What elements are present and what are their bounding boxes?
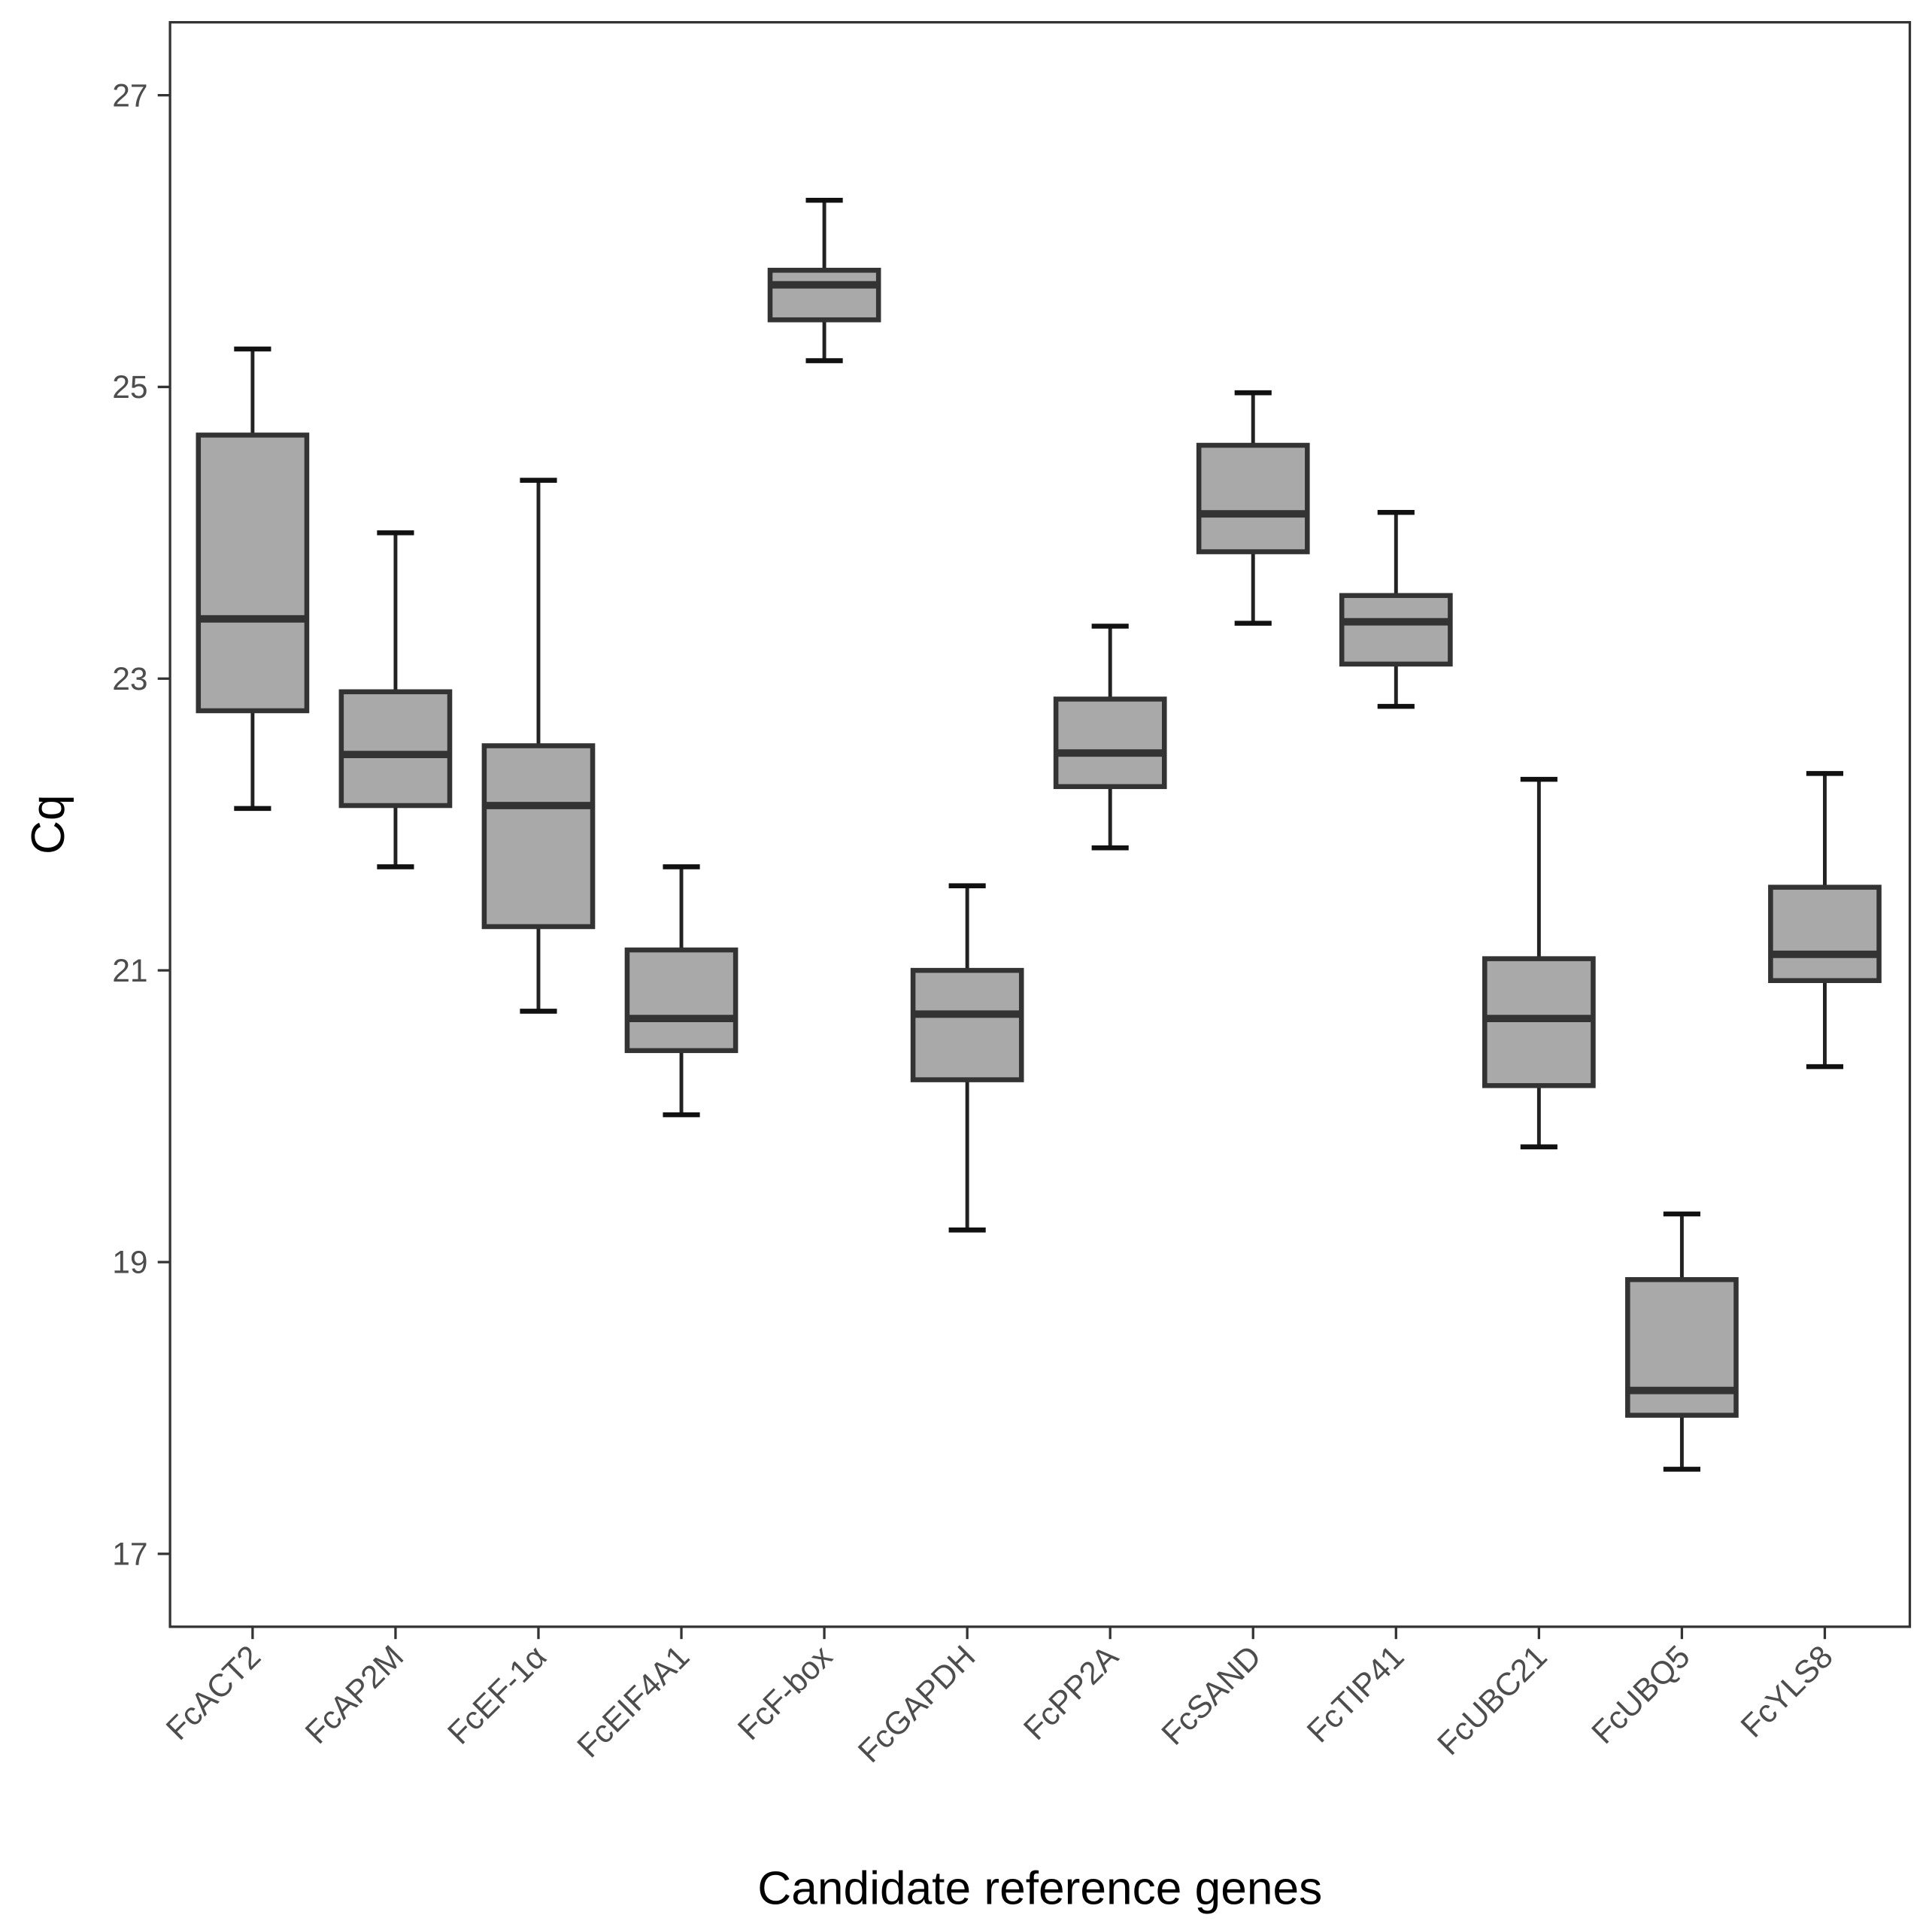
x-tick-label: FcEIF4A1 [570,1639,696,1765]
y-tick-label: 19 [112,1245,147,1281]
iqr-box [1768,885,1882,984]
x-tick-label: FcUBC21 [1430,1639,1554,1762]
iqr-box [1339,593,1453,667]
box-FcUBC21 [1482,776,1596,1150]
box-FcGAPDH [910,883,1024,1233]
iqr-box [1053,696,1167,790]
box-FcPP2A [1053,624,1167,851]
y-tick-label: 23 [112,661,147,697]
y-tick-label: 27 [112,77,147,114]
x-tick-label: FcEF-1α [441,1639,554,1752]
box-FcF-box [767,197,881,363]
box-FcUBQ5 [1625,1211,1739,1472]
box-FcACT2 [196,346,310,812]
box-FcEF-1α [481,478,596,1014]
x-tick-label: FcYLS8 [1734,1639,1840,1745]
x-tick-label: FcPP2A [1017,1638,1126,1747]
iqr-box [624,947,739,1054]
iqr-box [910,967,1024,1082]
y-tick-label: 17 [112,1537,147,1573]
iqr-box [338,689,453,809]
y-tick-label: 25 [112,369,147,405]
box-FcEIF4A1 [624,864,739,1118]
x-tick-label: FcUBQ5 [1585,1639,1697,1751]
box-FcSAND [1196,390,1310,626]
y-axis: 17 19 21 23 25 27 [112,77,171,1573]
iqr-box [767,268,881,323]
iqr-box [1625,1276,1739,1418]
x-tick-label: FcACT2 [159,1639,268,1747]
x-tick-label: FcAP2M [299,1639,411,1751]
box-FcYLS8 [1768,771,1882,1070]
x-tick-label: FcGAPDH [851,1639,982,1770]
y-tick-label: 21 [112,953,147,989]
x-tick-label: FcTIP41 [1300,1639,1412,1750]
boxes [196,197,1882,1472]
y-axis-title: Cq [23,794,74,854]
box-FcAP2M [338,530,453,869]
iqr-box [196,432,310,714]
iqr-box [481,743,596,930]
x-axis-title: Candidate reference genes [757,1862,1322,1914]
x-tick-label: FcSAND [1154,1639,1268,1752]
iqr-box [1196,442,1310,554]
box-FcTIP41 [1339,509,1453,709]
x-axis: FcACT2 FcAP2M FcEF-1α FcEIF4A1 FcF-box FcGAPD… [159,1626,1840,1770]
plot-panel [168,20,1912,1628]
x-tick-label: FcF-box [731,1639,839,1747]
